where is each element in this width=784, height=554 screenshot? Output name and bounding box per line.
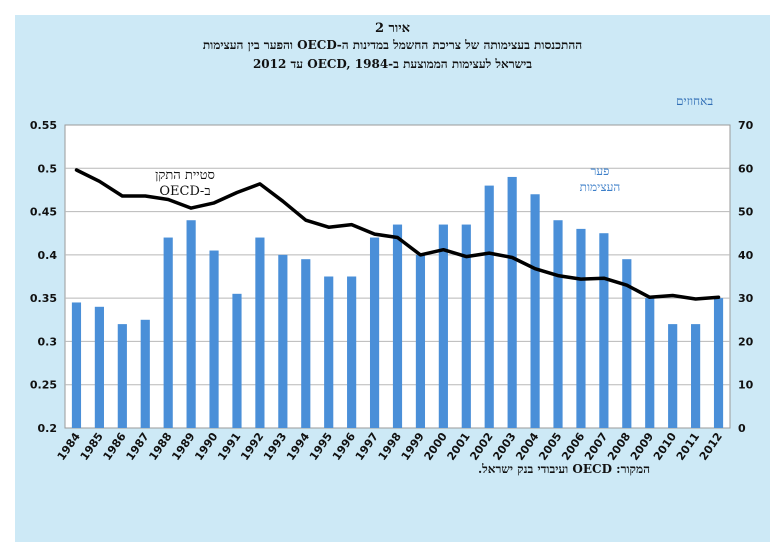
x-tick-label: 1999	[399, 430, 427, 463]
bar	[209, 250, 219, 428]
bar	[622, 259, 632, 428]
y-left-tick-label: 0.45	[30, 206, 57, 219]
y-right-tick-label: 20	[738, 335, 754, 348]
x-tick-label: 1989	[169, 430, 197, 463]
x-tick-label: 1997	[353, 430, 381, 463]
x-tick-label: 1992	[238, 430, 266, 463]
line-series-label-1: סטיית התקן	[155, 168, 215, 183]
bar	[484, 185, 494, 428]
bar	[94, 306, 104, 428]
bar	[278, 254, 288, 428]
y-left-tick-label: 0.4	[38, 249, 58, 262]
x-tick-label: 2011	[674, 430, 702, 463]
bar	[507, 176, 517, 428]
bar	[232, 293, 242, 428]
y-right-tick-label: 40	[738, 249, 754, 262]
x-tick-label: 2000	[422, 430, 450, 463]
x-tick-label: 1991	[215, 430, 243, 463]
x-tick-label: 1984	[55, 430, 83, 463]
bar	[645, 298, 655, 428]
bar-series-label: פער העצימות	[560, 163, 640, 195]
x-tick-label: 2003	[490, 430, 518, 463]
series-line	[74, 168, 721, 301]
x-tick-label: 2009	[628, 430, 656, 463]
bar	[599, 233, 609, 428]
x-tick-label: 2002	[467, 430, 495, 463]
y-right-tick-label: 0	[738, 422, 746, 435]
x-tick-label: 2005	[536, 430, 564, 463]
source-note: המקור: OECD ועיבודי בנק ישראל.	[477, 462, 650, 476]
x-tick-label: 1990	[192, 430, 220, 463]
bar	[553, 220, 563, 428]
bar	[163, 237, 173, 428]
bar	[186, 220, 196, 428]
bar	[140, 319, 150, 428]
bar	[117, 324, 127, 428]
x-tick-label: 1985	[78, 430, 106, 463]
bar	[438, 224, 448, 428]
y-left-tick-label: 0.5	[38, 162, 58, 175]
x-tick-label: 2008	[605, 430, 633, 463]
bar	[668, 324, 678, 428]
bar	[713, 298, 724, 428]
y-left-tick-label: 0.3	[38, 335, 58, 348]
bar	[255, 237, 265, 428]
x-tick-label: 1995	[307, 430, 335, 463]
x-tick-label: 1993	[261, 430, 289, 463]
y-right-tick-label: 10	[738, 379, 754, 392]
bar	[301, 259, 311, 428]
y-axis-right-label: באחוזים	[676, 94, 714, 108]
x-tick-label: 2010	[651, 430, 679, 463]
y-left-tick-label: 0.25	[30, 379, 57, 392]
bar	[324, 276, 334, 428]
y-left-tick-label: 0.35	[30, 292, 57, 305]
x-tick-label: 1988	[146, 430, 174, 463]
line-series-label-2: ב-OECD	[159, 184, 211, 199]
bar	[347, 276, 357, 428]
chart-title-line-1: איור 2	[374, 21, 411, 36]
x-tick-label: 2004	[513, 430, 541, 463]
x-tick-label: 1998	[376, 430, 404, 463]
x-tick-label: 2001	[445, 430, 473, 463]
bar-series-label-1: פער	[590, 164, 610, 178]
y-right-tick-label: 30	[738, 292, 754, 305]
bar-series-label-2: העצימות	[579, 180, 621, 194]
x-tick-label: 2006	[559, 430, 587, 463]
bar	[461, 224, 471, 428]
chart-title-line-2: ההתכנסות בעצימותה של צריכת החשמל במדינות…	[202, 38, 583, 52]
x-tick-label: 1996	[330, 430, 358, 463]
x-tick-label: 1994	[284, 430, 312, 463]
x-tick-label: 1987	[124, 430, 152, 463]
y-left-tick-label: 0.55	[30, 119, 57, 132]
bar	[369, 237, 380, 428]
bar	[415, 254, 426, 428]
y-right-tick-label: 60	[738, 162, 754, 175]
y-left-tick-label: 0.2	[38, 422, 58, 435]
bar	[691, 324, 701, 428]
bar	[530, 194, 540, 428]
bar	[71, 302, 82, 428]
bar	[576, 228, 586, 428]
line-series-label: סטיית התקן ב-OECD	[125, 168, 245, 200]
x-tick-label: 2007	[582, 430, 610, 463]
y-right-tick-label: 70	[738, 119, 754, 132]
chart-title-line-3: בישראל לעצימות הממוצעת ב-OECD, 1984 עד 2…	[252, 57, 533, 71]
x-tick-label: 1986	[101, 430, 129, 463]
x-tick-label: 2012	[697, 430, 725, 463]
y-right-tick-label: 50	[738, 206, 754, 219]
bar	[392, 224, 403, 428]
